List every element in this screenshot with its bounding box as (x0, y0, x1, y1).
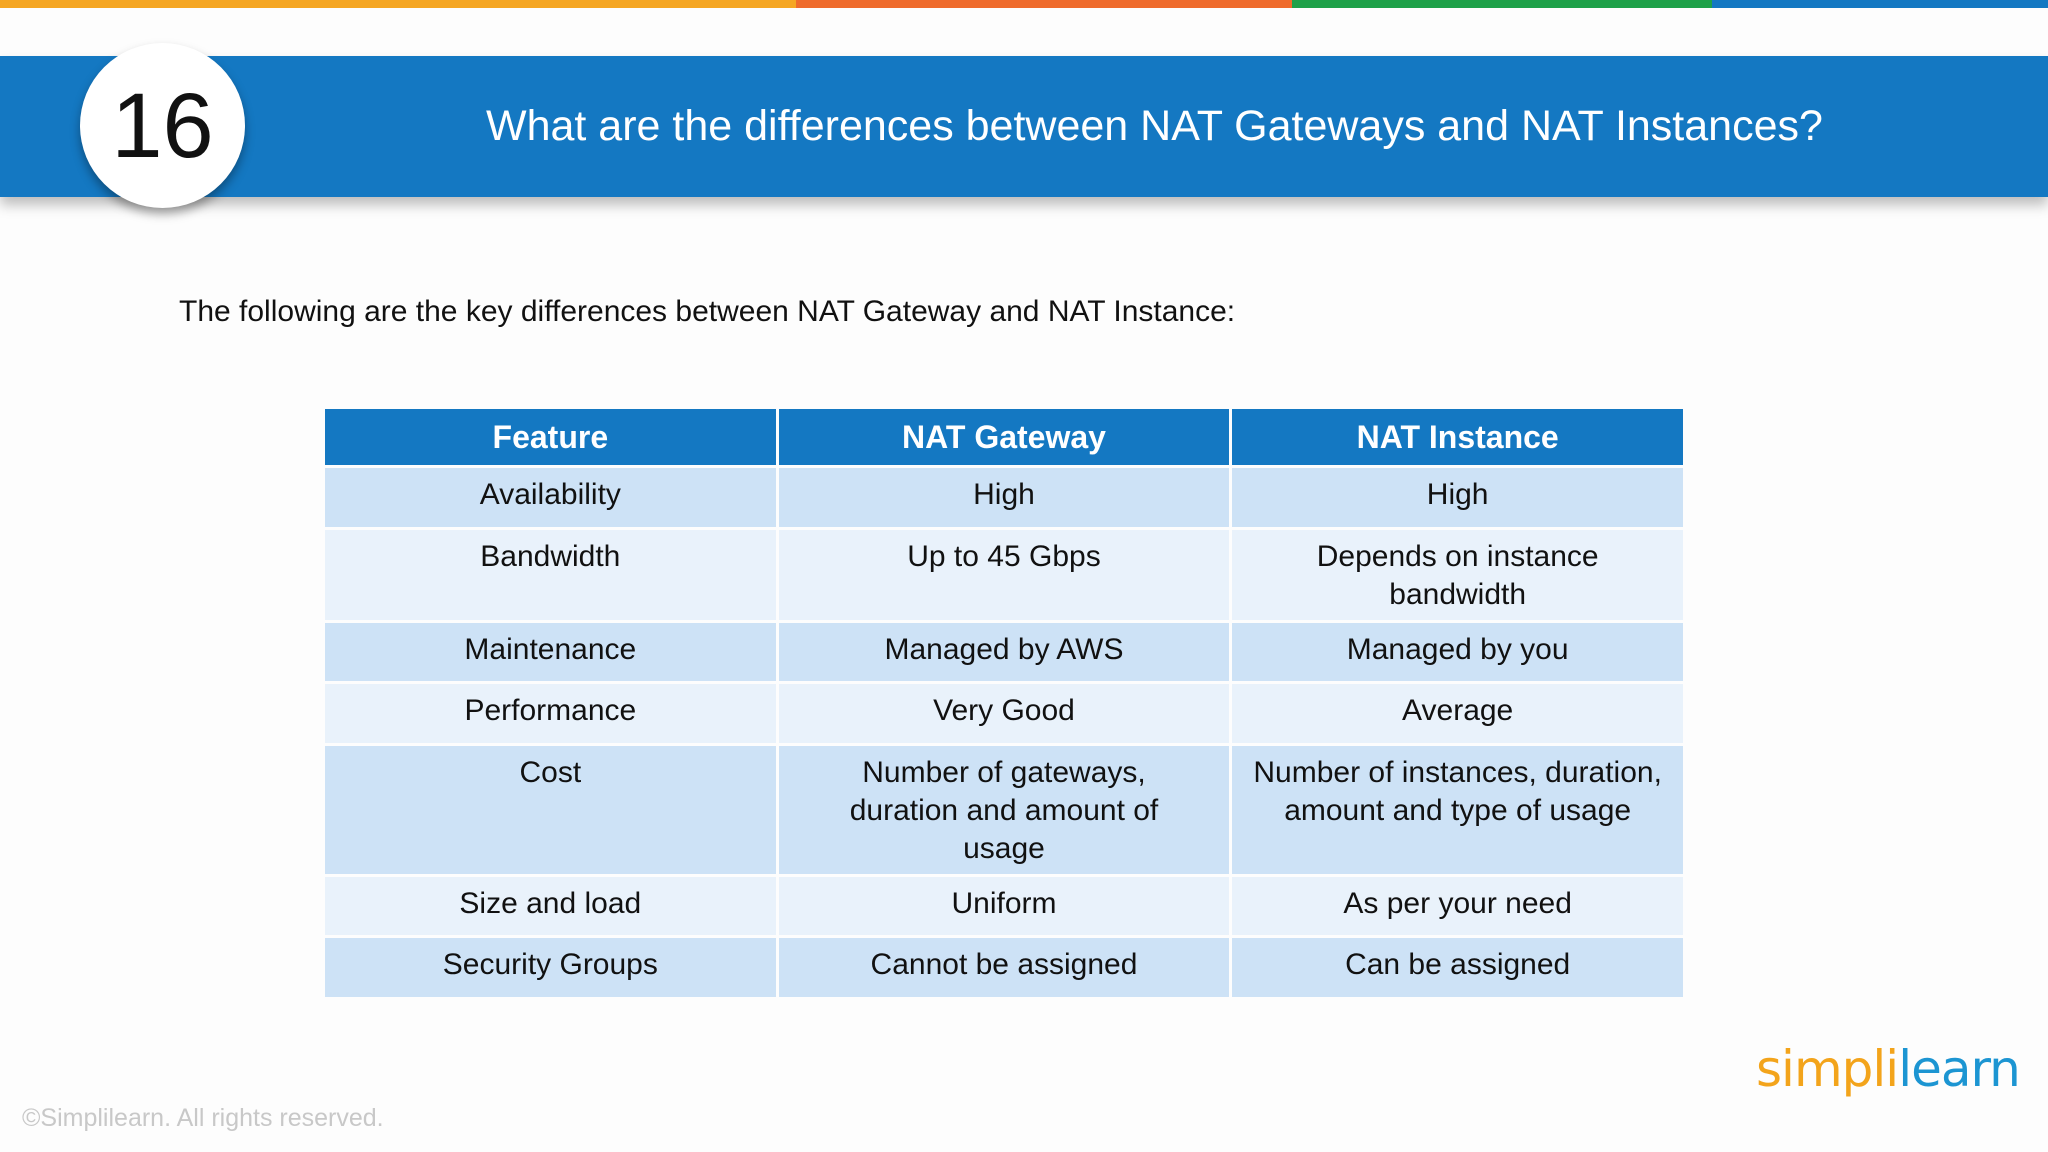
gateway-cell: Up to 45 Gbps (778, 530, 1230, 620)
intro-text: The following are the key differences be… (179, 295, 1236, 328)
table-row: Cost Number of gateways, duration and am… (325, 746, 1683, 874)
feature-cell: Performance (325, 684, 776, 743)
strip-segment-blue (1712, 0, 2048, 8)
instance-cell: Average (1232, 684, 1683, 743)
gateway-cell: High (778, 468, 1230, 527)
header-nat-gateway: NAT Gateway (778, 409, 1230, 465)
slide-number: 16 (111, 74, 214, 177)
gateway-cell: Number of gateways, duration and amount … (778, 746, 1230, 874)
table-header-row: Feature NAT Gateway NAT Instance (325, 409, 1683, 465)
gateway-cell: Very Good (778, 684, 1230, 743)
strip-segment-green (1292, 0, 1712, 8)
feature-cell: Cost (325, 746, 776, 874)
table-row: Security Groups Cannot be assigned Can b… (325, 938, 1683, 997)
gateway-cell: Uniform (778, 877, 1230, 935)
feature-cell: Size and load (325, 877, 776, 935)
table-row: Size and load Uniform As per your need (325, 877, 1683, 935)
instance-cell: Managed by you (1232, 623, 1683, 681)
simplilearn-logo: simplilearn (1756, 1040, 2021, 1098)
table-row: Maintenance Managed by AWS Managed by yo… (325, 623, 1683, 681)
instance-cell: As per your need (1232, 877, 1683, 935)
table-row: Bandwidth Up to 45 Gbps Depends on insta… (325, 530, 1683, 620)
strip-segment-red (796, 0, 1292, 8)
top-color-strip (0, 0, 2048, 8)
header-bar (0, 56, 2048, 197)
instance-cell: High (1232, 468, 1683, 527)
gateway-cell: Cannot be assigned (778, 938, 1230, 997)
feature-cell: Maintenance (325, 623, 776, 681)
header-nat-instance: NAT Instance (1232, 409, 1683, 465)
feature-cell: Security Groups (325, 938, 776, 997)
feature-cell: Bandwidth (325, 530, 776, 620)
table-row: Availability High High (325, 468, 1683, 527)
instance-cell: Can be assigned (1232, 938, 1683, 997)
slide-number-badge: 16 (80, 43, 245, 208)
comparison-table: Feature NAT Gateway NAT Instance Availab… (322, 406, 1686, 1000)
strip-segment-orange (0, 0, 796, 8)
instance-cell: Depends on instance bandwidth (1232, 530, 1683, 620)
header-feature: Feature (325, 409, 776, 465)
slide-title: What are the differences between NAT Gat… (486, 102, 1823, 150)
feature-cell: Availability (325, 468, 776, 527)
copyright-text: ©Simplilearn. All rights reserved. (22, 1104, 384, 1132)
instance-cell: Number of instances, duration, amount an… (1232, 746, 1683, 874)
gateway-cell: Managed by AWS (778, 623, 1230, 681)
table-row: Performance Very Good Average (325, 684, 1683, 743)
